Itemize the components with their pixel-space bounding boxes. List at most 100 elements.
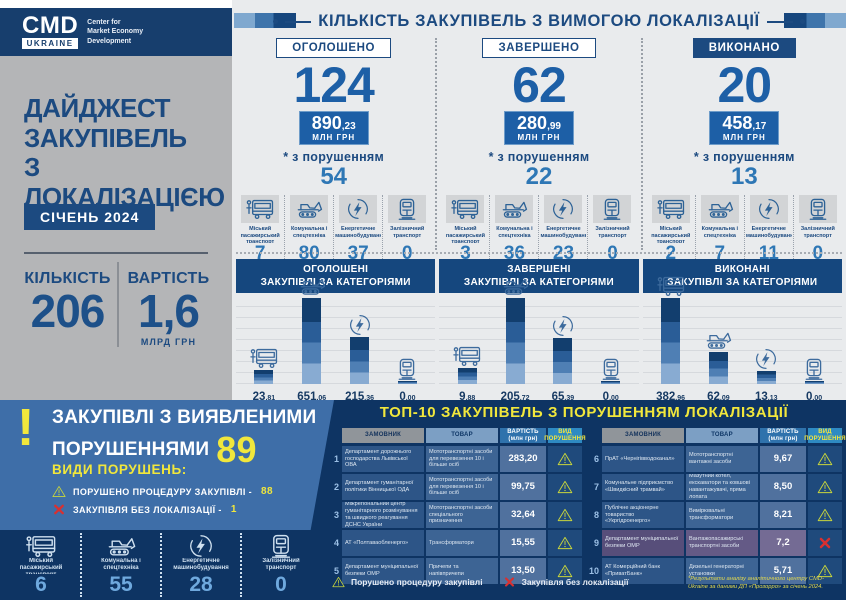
- decor-dot: [799, 19, 805, 24]
- violation-icon: [548, 530, 582, 556]
- column-completed: ЗАВЕРШЕНО 62 280,99 МЛН ГРН * з порушенн…: [435, 38, 640, 263]
- violation-icon: [808, 558, 842, 584]
- legend-label: Порушено процедуру закупівлі: [351, 577, 483, 587]
- cell-value: 5,71: [760, 558, 806, 584]
- divider: [24, 252, 208, 254]
- bar-energy: [742, 348, 790, 384]
- violation-kind-value: 1: [230, 504, 237, 515]
- period-badge: СІЧЕНЬ 2024: [24, 204, 156, 230]
- amount-frac: ,99: [547, 121, 561, 132]
- decor-line: [285, 20, 312, 23]
- page-title: ДАЙДЖЕСТ ЗАКУПІВЕЛЬ З ЛОКАЛІЗАЦІЄЮ: [24, 93, 232, 213]
- chart-title-line: ВИКОНАНІ: [714, 264, 770, 275]
- cell-value: 8,21: [760, 502, 806, 528]
- page-title-line: ЗАКУПІВЕЛЬ: [24, 122, 187, 153]
- violation-count: 22: [525, 163, 553, 190]
- chart-title: ВИКОНАНІ ЗАКУПІВЛІ ЗА КАТЕГОРІЯМИ: [642, 259, 842, 293]
- chart-title: ОГОЛОШЕНІ ЗАКУПІВЛІ ЗА КАТЕГОРІЯМИ: [236, 259, 436, 293]
- decor-bar-left: [234, 13, 296, 28]
- excavator-icon: [290, 195, 329, 223]
- category-charts: ОГОЛОШЕНІ ЗАКУПІВЛІ ЗА КАТЕГОРІЯМИ 23,81…: [236, 252, 842, 412]
- table-header-row: ЗАМОВНИК ТОВАР ВАРТІСТЬ (млн грн) ВИД ПОРУ…: [328, 428, 586, 443]
- chart-plot-area: [439, 296, 639, 384]
- status-badge: ОГОЛОШЕНО: [276, 38, 392, 58]
- violation-icon: [548, 474, 582, 500]
- violations-panel: [0, 400, 334, 530]
- violation-kinds-label: ВИДИ ПОРУШЕНЬ:: [52, 462, 187, 477]
- excavator-icon: [495, 195, 534, 223]
- table-rows: 6 ПрАТ «Чернігівводоканал» Мототранспорт…: [588, 446, 842, 584]
- stat-value-unit: МЛРД ГРН: [140, 336, 197, 347]
- category-unit: Залізничний транспорт 0: [240, 533, 320, 597]
- excavator-icon: [700, 195, 739, 223]
- stat-count-value: 206: [30, 285, 106, 337]
- row-number: 9: [593, 538, 599, 548]
- status-badge: ЗАВЕРШЕНО: [482, 38, 596, 58]
- bar-excavator: [288, 275, 336, 384]
- bar: [601, 381, 621, 384]
- table-rows: 1 Департамент дорожнього господарства Ль…: [328, 446, 582, 584]
- cell-customer: АТ «Полтаваобленерго»: [342, 530, 424, 556]
- cell-product: Мототранспортні засоби спеціального приз…: [426, 502, 498, 528]
- violation-kind-label: ЗАКУПІВЛЯ БЕЗ ЛОКАЛІЗАЦІЇ -: [73, 504, 222, 515]
- bar-bus: [443, 345, 491, 384]
- warning-icon: [332, 576, 345, 588]
- header-value: ВАРТІСТЬ (млн грн): [500, 428, 546, 443]
- lightning-icon: [339, 195, 378, 223]
- category-label: Залізничний транспорт: [390, 226, 425, 239]
- chart-title-line: ЗАКУПІВЛІ ЗА КАТЕГОРІЯМИ: [260, 277, 411, 288]
- summary-stats: КІЛЬКІСТЬ 206 ВАРТІСТЬ 1,6 МЛРД ГРН: [18, 262, 218, 347]
- column-executed: ВИКОНАНО 20 458,17 МЛН ГРН * з порушення…: [640, 38, 846, 263]
- amount-badge: 458,17 МЛН ГРН: [709, 111, 780, 145]
- bar: [254, 370, 274, 384]
- cell-product: Вимірювальні трансформатори: [686, 502, 758, 528]
- bar-excavator: [694, 329, 742, 384]
- row-number: 2: [333, 482, 339, 492]
- category-label: Енергетичне машинобудування: [745, 226, 792, 239]
- cell-customer: АТ Комерційний банк «ПриватБанк»: [602, 558, 684, 584]
- cell-value: 32,64: [500, 502, 546, 528]
- cmd-logo-icon: CMD UKRAINE: [22, 14, 79, 49]
- violation-note: * з порушенням: [693, 150, 795, 164]
- train-icon: [392, 358, 422, 380]
- violation-icon: [808, 446, 842, 472]
- cell-product: Трансформатори: [426, 530, 498, 556]
- row-number: 1: [333, 454, 339, 464]
- bus-icon: [446, 195, 485, 223]
- stat-count: КІЛЬКІСТЬ 206: [18, 262, 117, 347]
- chart-title: ЗАВЕРШЕНІ ЗАКУПІВЛІ ЗА КАТЕГОРІЯМИ: [439, 259, 639, 293]
- violation-icon: [548, 502, 582, 528]
- chart-completed: ЗАВЕРШЕНІ ЗАКУПІВЛІ ЗА КАТЕГОРІЯМИ 9,88М…: [439, 259, 639, 412]
- category-label: Залізничний транспорт: [595, 226, 630, 239]
- total-count: 20: [717, 57, 773, 113]
- cell-customer: Публічне акціонерне товариство «Укргідро…: [602, 502, 684, 528]
- cell-customer: ПрАТ «Чернігівводоканал»: [602, 446, 684, 472]
- header-spacer: [328, 428, 340, 443]
- amount-badge: 280,99 МЛН ГРН: [504, 111, 574, 145]
- bus-icon: [24, 534, 58, 558]
- table-header-row: ЗАМОВНИК ТОВАР ВАРТІСТЬ (млн грн) ВИД ПОРУ…: [588, 428, 846, 443]
- category-label: Залізничний транспорт: [262, 558, 300, 572]
- category-unit: Комунальна і спецтехніка 36: [489, 195, 538, 263]
- category-units: Міський пасажирський транспорт 7 Комунал…: [236, 195, 431, 263]
- table-legend: Порушено процедуру закупівлі Закупівля б…: [332, 576, 629, 588]
- decor-dot: [273, 19, 279, 24]
- cross-icon: [52, 503, 66, 516]
- logo-caption-line: Market Economy: [87, 28, 144, 36]
- train-icon: [798, 195, 837, 223]
- cell-product: Мототранспортні засоби для перевезення 1…: [426, 474, 498, 500]
- violations-total: 89: [216, 429, 257, 471]
- header-violation: ВИД ПОРУШЕННЯ: [544, 428, 586, 443]
- excavator-icon: [104, 534, 138, 558]
- amount-badge: 890,23 МЛН ГРН: [298, 111, 369, 145]
- header-product: ТОВАР: [686, 428, 758, 443]
- cell-product: Причепи та напівпричепи: [426, 558, 498, 584]
- bar-energy: [336, 314, 384, 384]
- violation-count: 54: [320, 163, 348, 190]
- header-customer: ЗАМОВНИК: [342, 428, 424, 443]
- header-violation: ВИД ПОРУШЕННЯ: [804, 428, 846, 443]
- violations-by-category: Міський пасажирський транспорт 6 Комунал…: [2, 533, 320, 597]
- localization-summary-section: КІЛЬКІСТЬ ЗАКУПІВЕЛЬ З ВИМОГОЮ ЛОКАЛІЗАЦ…: [232, 0, 846, 412]
- violations-section: ! ЗАКУПІВЛІ З ВИЯВЛЕНИМИ ПОРУШЕННЯМИ 89 В…: [0, 400, 846, 600]
- violation-icon: [808, 530, 842, 556]
